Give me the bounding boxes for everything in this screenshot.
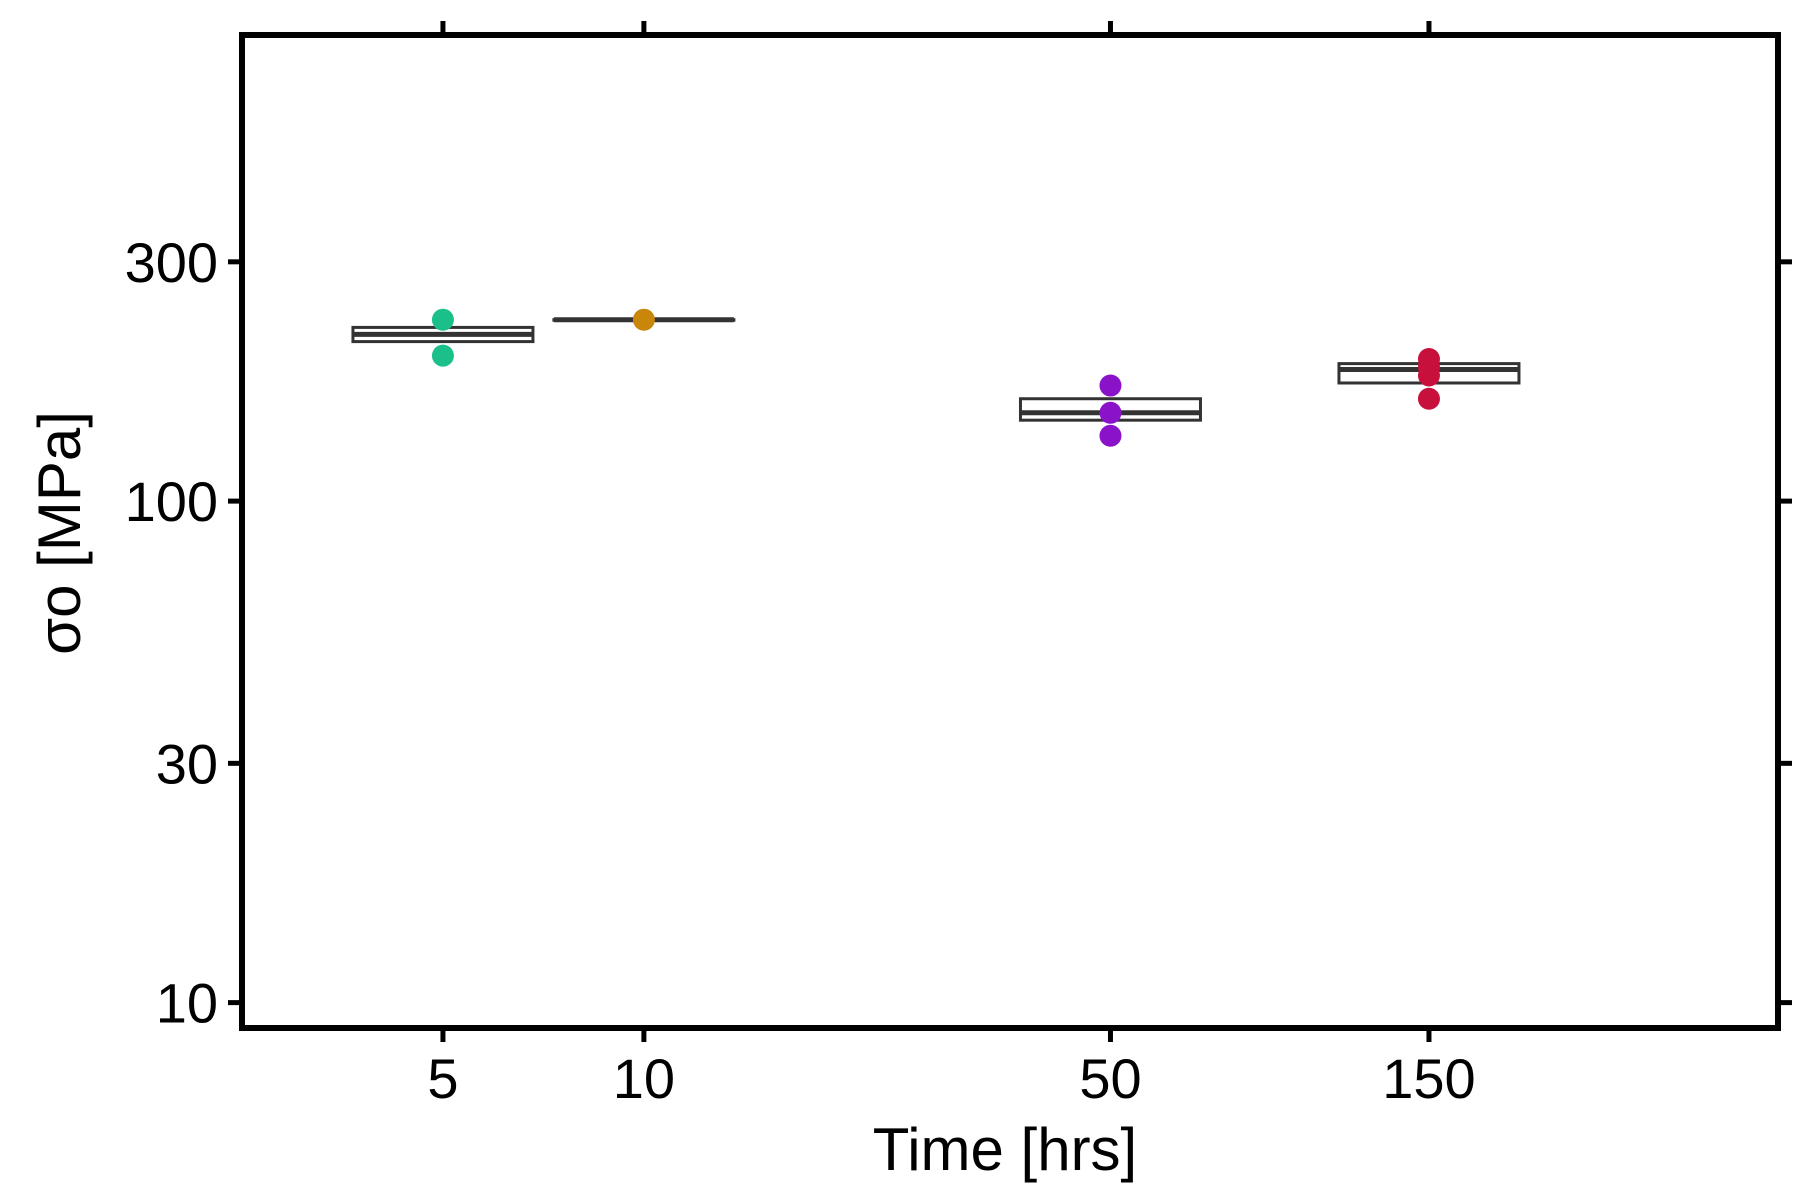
- x-tick-label-5: 5: [427, 1047, 458, 1110]
- point-150-2: [1417, 364, 1440, 387]
- point-5-0: [431, 308, 454, 331]
- y-axis-title: σo [MPa]: [26, 411, 93, 655]
- point-50-0: [1099, 374, 1122, 397]
- y-axis: 10 30 100 300: [125, 231, 1792, 1035]
- boxes-layer: [351, 317, 1521, 422]
- point-5-1: [431, 344, 454, 367]
- plot-border: [239, 32, 1781, 1031]
- x-axis: 5 10 50 150: [427, 21, 1476, 1110]
- x-axis-title: Time [hrs]: [873, 1116, 1137, 1183]
- y-tick-label-100: 100: [125, 470, 218, 533]
- point-50-2: [1099, 424, 1122, 447]
- point-150-3: [1417, 387, 1440, 410]
- point-10-0: [632, 308, 655, 331]
- x-tick-label-150: 150: [1382, 1047, 1475, 1110]
- y-tick-label-30: 30: [156, 732, 218, 795]
- y-tick-label-300: 300: [125, 231, 218, 294]
- x-tick-label-50: 50: [1079, 1047, 1141, 1110]
- points-layer: [431, 308, 1440, 447]
- point-50-1: [1099, 401, 1122, 424]
- x-tick-label-10: 10: [613, 1047, 675, 1110]
- plot-frame: [239, 32, 1781, 1031]
- y-tick-label-10: 10: [156, 972, 218, 1035]
